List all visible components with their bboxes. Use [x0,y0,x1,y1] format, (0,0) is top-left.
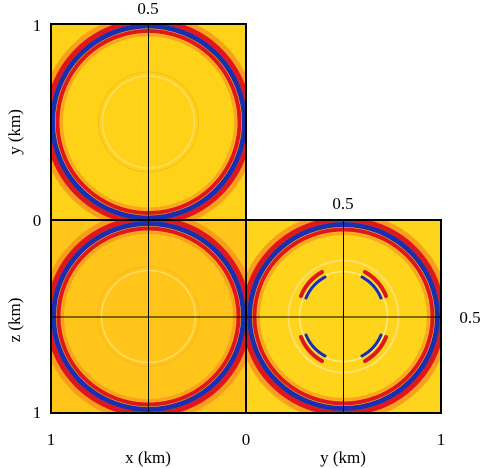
top-slice-label: 0.5 [137,0,158,18]
side-right-slice-label: 0.5 [459,308,480,327]
side-panel [246,220,441,413]
side-panel-inner-lobes [299,270,388,363]
side-y-tick-right: 1 [437,430,446,449]
x-tick-left: 1 [47,430,56,449]
y-tick-zero: 0 [33,211,42,230]
x-tick-zero: 0 [242,430,251,449]
y-tick-top: 1 [33,16,42,35]
y-axis-label: y (km) [5,109,24,155]
z-axis-label: z (km) [5,298,24,343]
x-axis-label: x (km) [125,448,171,467]
side-top-slice-label: 0.5 [332,194,353,213]
z-tick-bottom: 1 [33,403,42,422]
top-panel [51,24,246,220]
front-panel [51,220,246,413]
side-y-axis-label: y (km) [320,448,366,467]
side-panel-frame [245,219,442,414]
